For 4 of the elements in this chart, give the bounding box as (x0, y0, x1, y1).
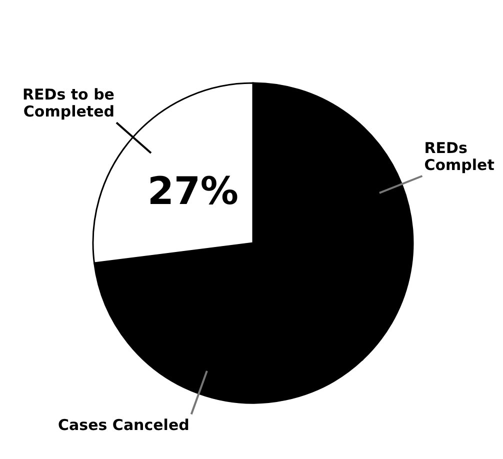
slice-label: REDs Complet (424, 139, 494, 174)
slice-label: REDs to be Completed (22, 86, 114, 121)
data-label: 27% (148, 169, 238, 214)
slice-label: Cases Canceled (58, 416, 190, 434)
